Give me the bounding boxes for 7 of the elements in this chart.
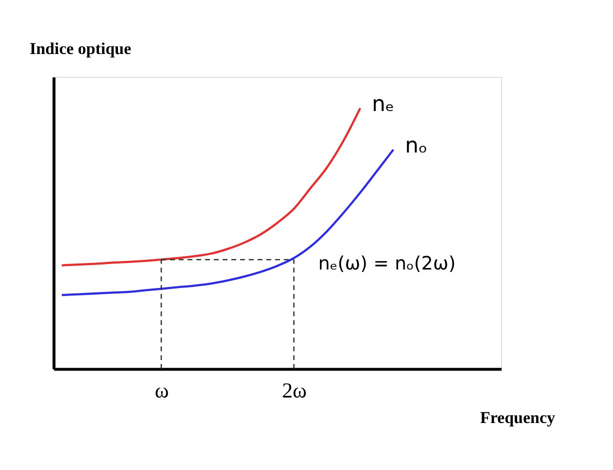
x-tick-label: 2ω bbox=[282, 378, 307, 403]
annotation: nₑ(ω) = nₒ(2ω) bbox=[318, 254, 456, 275]
x-tick-label: ω bbox=[154, 378, 169, 403]
series-label: nₒ bbox=[405, 134, 428, 159]
x-axis-title: Frequency bbox=[480, 408, 556, 427]
series-label: nₑ bbox=[372, 92, 394, 118]
y-axis-title: Indice optique bbox=[30, 39, 132, 58]
